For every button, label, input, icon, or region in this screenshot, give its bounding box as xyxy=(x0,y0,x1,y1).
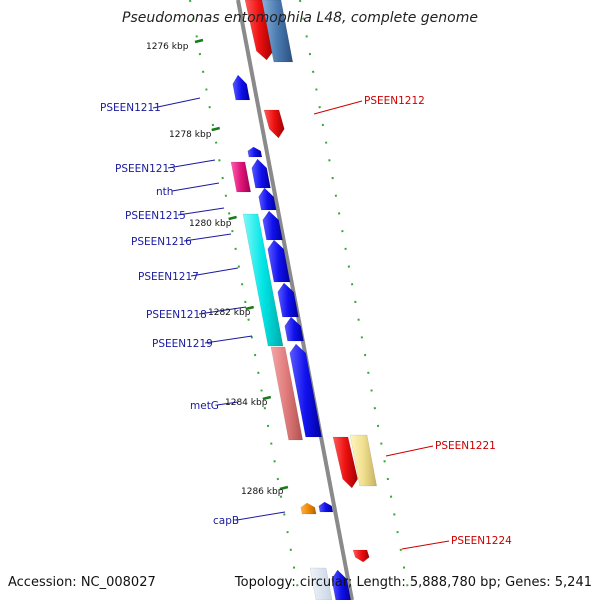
accession-text: Accession: NC_008027 xyxy=(8,575,156,590)
gene-feature xyxy=(349,434,377,487)
label-leaders xyxy=(152,97,450,550)
label-leader-line xyxy=(190,267,239,277)
gene-feature xyxy=(289,343,322,438)
tick-label: 1286 kbp xyxy=(241,487,284,497)
gene-feature xyxy=(332,436,358,489)
gene-feature xyxy=(251,158,271,189)
gene-feature xyxy=(284,316,304,342)
gene-feature xyxy=(232,74,251,101)
tick-mark xyxy=(228,215,237,221)
gene-feature xyxy=(352,549,370,563)
tick-label: 1280 kbp xyxy=(189,219,232,229)
scale-ticks xyxy=(194,38,289,491)
label-leader-line xyxy=(401,540,450,550)
gene-features xyxy=(230,0,377,601)
topology-text: Topology: circular; Length: 5,888,780 bp… xyxy=(234,575,592,590)
gene-label-nth[interactable]: nth xyxy=(156,186,173,198)
tick-label: 1284 kbp xyxy=(225,398,268,408)
tick-mark xyxy=(211,126,221,132)
gene-label-pseen1212[interactable]: PSEEN1212 xyxy=(364,95,425,107)
gene-label-capb[interactable]: capB xyxy=(213,515,239,527)
tick-mark xyxy=(194,38,204,44)
tick-mark xyxy=(245,305,255,311)
gene-label-pseen1215[interactable]: PSEEN1215 xyxy=(125,210,186,222)
label-leader-line xyxy=(167,159,216,169)
gene-label-pseen1213[interactable]: PSEEN1213 xyxy=(115,163,176,175)
gene-feature xyxy=(242,213,284,347)
map-title: Pseudomonas entomophila L48, complete ge… xyxy=(122,10,478,26)
tick-mark xyxy=(279,485,289,491)
gene-feature xyxy=(270,346,303,441)
gene-label-metg[interactable]: metG xyxy=(190,400,219,412)
gene-feature xyxy=(262,210,283,241)
label-leader-line xyxy=(152,97,201,109)
label-leader-line xyxy=(385,445,434,457)
tick-label: 1278 kbp xyxy=(169,130,212,140)
gene-feature xyxy=(258,187,277,211)
label-leader-line xyxy=(216,401,239,406)
tick-label: 1282 kbp xyxy=(208,308,251,318)
label-leader-line xyxy=(177,207,225,216)
gene-label-pseen1219[interactable]: PSEEN1219 xyxy=(152,338,213,350)
label-leader-line xyxy=(171,182,220,192)
label-leader-line xyxy=(236,511,286,521)
label-leader-line xyxy=(183,233,232,242)
gene-labels: PSEEN1211 PSEEN1212 PSEEN1213 nth PSEEN1… xyxy=(100,95,512,547)
tick-mark xyxy=(262,395,272,401)
gene-feature xyxy=(277,282,299,318)
gene-label-pseen1211[interactable]: PSEEN1211 xyxy=(100,102,161,114)
gene-label-pseen1218[interactable]: PSEEN1218 xyxy=(146,309,207,321)
gene-label-pseen1217[interactable]: PSEEN1217 xyxy=(138,271,199,283)
label-leader-line xyxy=(198,306,247,315)
gene-feature xyxy=(244,0,274,61)
label-leader-line xyxy=(313,100,363,115)
tick-label: 1276 kbp xyxy=(146,42,189,52)
gene-feature xyxy=(267,239,291,283)
gene-feature xyxy=(230,161,252,193)
gene-feature xyxy=(300,502,317,515)
gene-feature xyxy=(263,109,285,139)
gene-feature xyxy=(247,146,263,158)
guide-dots xyxy=(299,0,411,601)
guide-tracks xyxy=(189,0,411,601)
gene-label-pseen1224[interactable]: PSEEN1224 xyxy=(451,535,512,547)
gene-label-pseen1216[interactable]: PSEEN1216 xyxy=(131,236,192,248)
gene-feature xyxy=(261,0,294,63)
gene-label-pseen1221[interactable]: PSEEN1221 xyxy=(435,440,496,452)
gene-feature xyxy=(318,501,334,513)
label-leader-line xyxy=(204,335,253,344)
tick-labels: 1276 kbp 1278 kbp 1280 kbp 1282 kbp 1284… xyxy=(146,42,284,497)
